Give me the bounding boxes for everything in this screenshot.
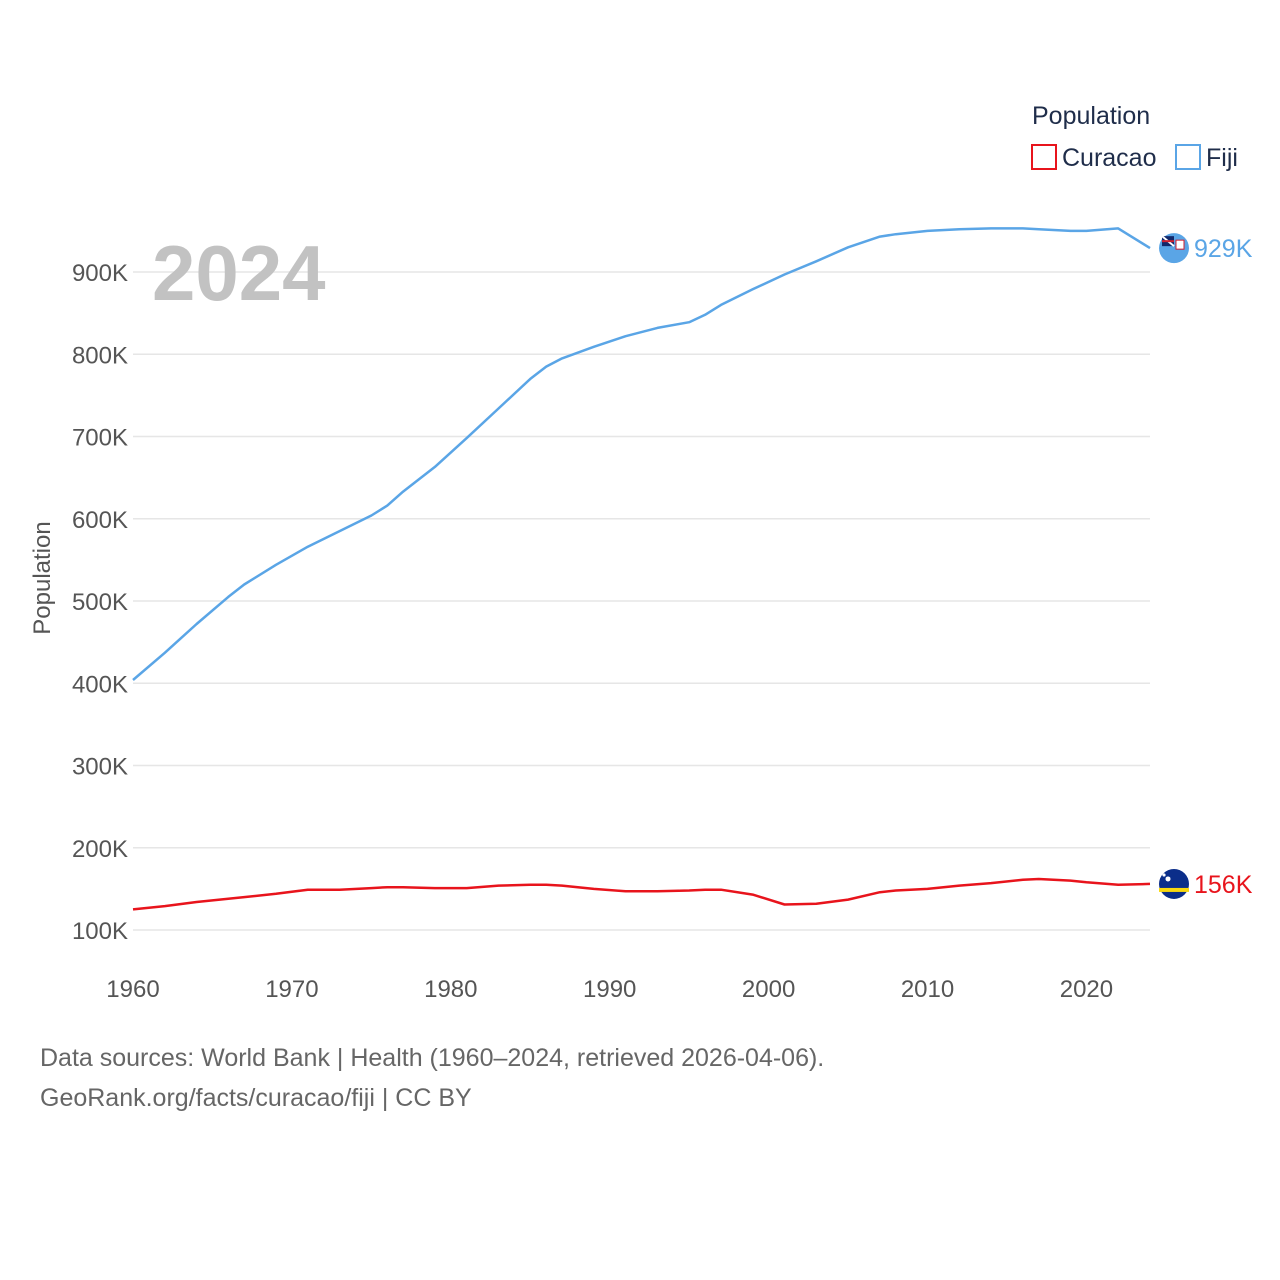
- y-axis-label: Population: [29, 521, 56, 634]
- x-tick-label: 1970: [265, 976, 318, 1003]
- curacao-flag-icon: [1159, 868, 1189, 899]
- series-line-curacao[interactable]: [132, 877, 1151, 911]
- year-label: 2024: [152, 229, 326, 317]
- fiji-flag-icon: [1159, 233, 1189, 264]
- legend: Population Curacao Fiji: [1031, 102, 1238, 172]
- legend-swatch-curacao[interactable]: [1031, 144, 1057, 170]
- series-line-fiji[interactable]: [132, 227, 1151, 681]
- x-tick-label: 2000: [742, 976, 795, 1003]
- line-chart: 100K 200K 300K 400K 500K 600K 700K 800K 900K 196…: [29, 102, 1253, 1003]
- y-tick-label: 600K: [72, 507, 128, 534]
- x-axis-ticks: 1960 1970 1980 1990 2000 2010 2020: [106, 976, 1113, 1003]
- x-tick-label: 1990: [583, 976, 636, 1003]
- x-tick-label: 2010: [901, 976, 954, 1003]
- legend-label-curacao[interactable]: Curacao: [1062, 144, 1157, 172]
- end-value-label-curacao: 156K: [1194, 871, 1253, 899]
- y-tick-label: 400K: [72, 671, 128, 698]
- y-tick-label: 500K: [72, 589, 128, 616]
- y-axis-ticks: 100K 200K 300K 400K 500K 600K 700K 800K 900K: [72, 260, 128, 945]
- end-value-label-fiji: 929K: [1194, 235, 1253, 263]
- gridlines: [133, 271, 1150, 931]
- footer-sources: Data sources: World Bank | Health (1960–…: [40, 1044, 825, 1072]
- x-tick-label: 2020: [1060, 976, 1113, 1003]
- y-tick-label: 800K: [72, 342, 128, 369]
- x-tick-label: 1960: [106, 976, 159, 1003]
- footer-attribution[interactable]: GeoRank.org/facts/curacao/fiji | CC BY: [40, 1084, 472, 1112]
- y-tick-label: 100K: [72, 918, 128, 945]
- legend-swatch-fiji[interactable]: [1175, 144, 1201, 170]
- y-tick-label: 900K: [72, 260, 128, 287]
- legend-title: Population: [1032, 102, 1150, 130]
- end-markers: 156K 929K: [1159, 233, 1253, 899]
- x-tick-label: 1980: [424, 976, 477, 1003]
- series-lines: [132, 227, 1151, 911]
- y-tick-label: 700K: [72, 425, 128, 452]
- y-tick-label: 300K: [72, 754, 128, 781]
- y-tick-label: 200K: [72, 836, 128, 863]
- legend-label-fiji[interactable]: Fiji: [1206, 144, 1238, 172]
